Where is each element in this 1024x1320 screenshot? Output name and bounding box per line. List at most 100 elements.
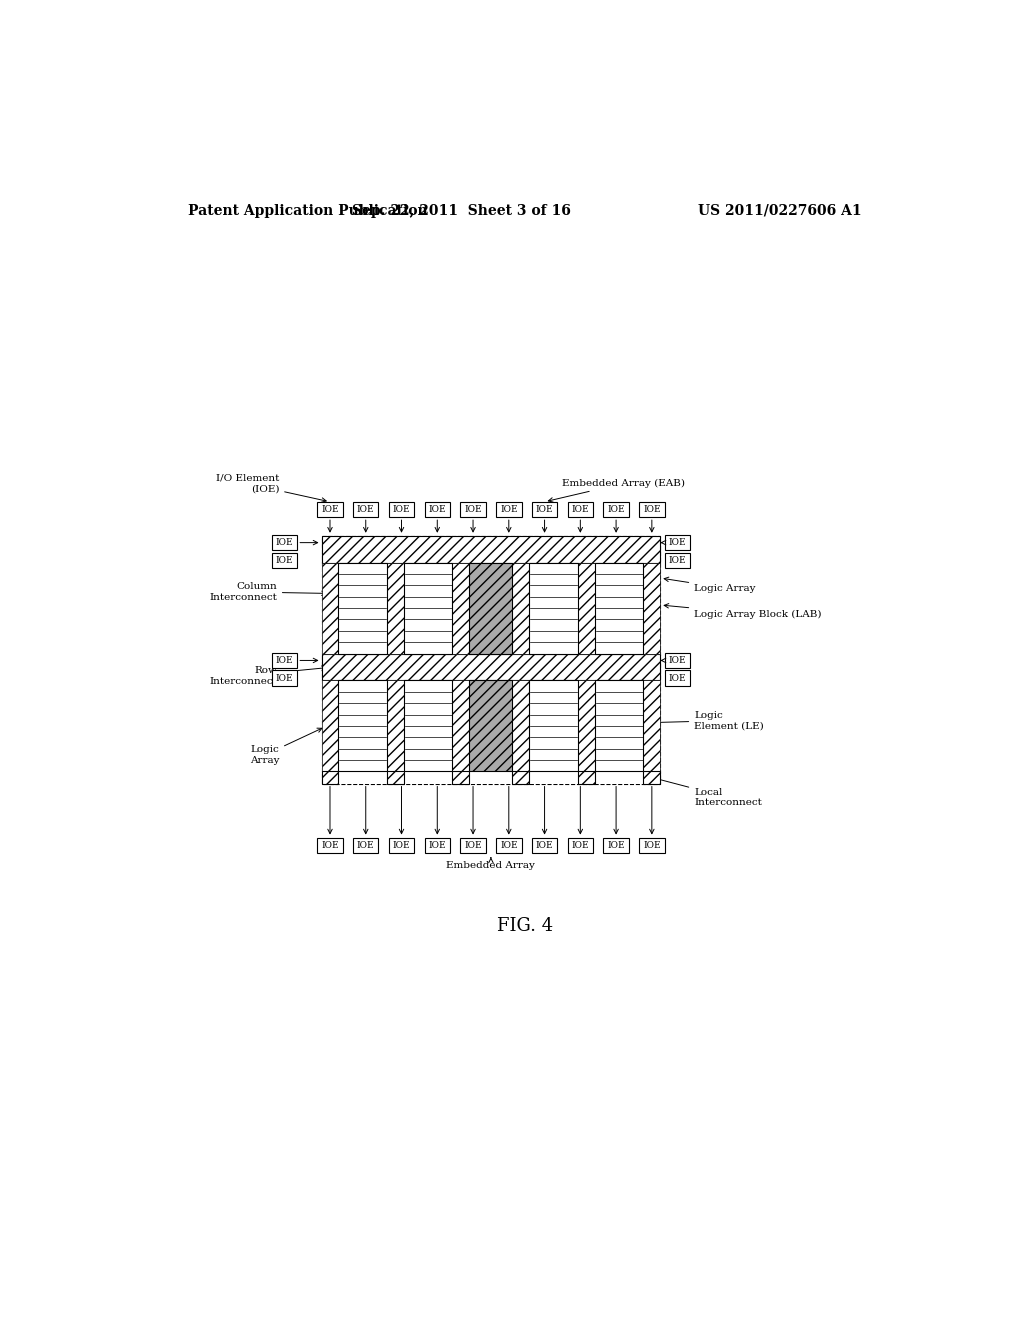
Bar [531, 837, 557, 853]
Bar [339, 562, 387, 653]
Text: IOE: IOE [571, 506, 589, 513]
Bar [461, 837, 485, 853]
Text: IOE: IOE [536, 841, 553, 850]
Text: Logic Array Block (LAB): Logic Array Block (LAB) [665, 603, 821, 619]
Bar [665, 653, 690, 668]
Bar [665, 671, 690, 686]
Text: Logic Array: Logic Array [665, 577, 756, 593]
Text: IOE: IOE [500, 506, 517, 513]
Bar [643, 681, 660, 771]
Text: IOE: IOE [275, 673, 293, 682]
Text: Local
Interconnect: Local Interconnect [655, 777, 762, 808]
Text: IOE: IOE [669, 556, 686, 565]
Bar [322, 536, 660, 784]
Bar [578, 771, 595, 784]
Bar [317, 837, 343, 853]
Text: IOE: IOE [392, 506, 411, 513]
Text: IOE: IOE [464, 841, 482, 850]
Bar [339, 681, 387, 771]
Bar [322, 562, 660, 653]
Bar [512, 681, 529, 771]
Text: IOE: IOE [669, 539, 686, 546]
Text: Embedded Array: Embedded Array [446, 861, 536, 870]
Bar [322, 771, 660, 784]
Bar [603, 502, 629, 517]
Bar [389, 837, 415, 853]
Bar [271, 535, 297, 550]
Bar [317, 502, 343, 517]
Text: IOE: IOE [464, 506, 482, 513]
Text: I/O Element
(IOE): I/O Element (IOE) [216, 474, 327, 502]
Bar [639, 502, 665, 517]
Text: US 2011/0227606 A1: US 2011/0227606 A1 [698, 203, 862, 218]
Bar [425, 837, 450, 853]
Text: Sep. 22, 2011  Sheet 3 of 16: Sep. 22, 2011 Sheet 3 of 16 [352, 203, 571, 218]
Bar [595, 562, 643, 653]
Bar [403, 681, 453, 771]
Bar [469, 681, 512, 771]
Text: IOE: IOE [571, 841, 589, 850]
Text: IOE: IOE [643, 841, 660, 850]
Bar [271, 671, 297, 686]
Bar [512, 771, 529, 784]
Bar [469, 562, 512, 653]
Bar [665, 553, 690, 568]
Bar [567, 502, 593, 517]
Text: IOE: IOE [322, 841, 339, 850]
Bar [496, 502, 521, 517]
Text: IOE: IOE [607, 841, 625, 850]
Text: Logic
Element (LE): Logic Element (LE) [647, 710, 764, 730]
Text: IOE: IOE [428, 841, 446, 850]
Bar [403, 562, 453, 653]
Bar [643, 771, 660, 784]
Bar [271, 553, 297, 568]
Bar [322, 681, 660, 771]
Bar [639, 837, 665, 853]
Bar [512, 562, 529, 653]
Text: Column
Interconnect: Column Interconnect [209, 582, 326, 602]
Text: IOE: IOE [428, 506, 446, 513]
Bar [603, 837, 629, 853]
Bar [496, 837, 521, 853]
Bar [322, 681, 339, 771]
Bar [322, 771, 339, 784]
Text: IOE: IOE [275, 556, 293, 565]
Text: IOE: IOE [500, 841, 517, 850]
Bar [271, 653, 297, 668]
Bar [387, 771, 403, 784]
Bar [665, 535, 690, 550]
Bar [387, 562, 403, 653]
Bar [643, 771, 660, 784]
Bar [578, 681, 595, 771]
Bar [322, 536, 660, 562]
Text: IOE: IOE [392, 841, 411, 850]
Text: IOE: IOE [669, 656, 686, 665]
Bar [453, 562, 469, 653]
Text: IOE: IOE [607, 506, 625, 513]
Bar [353, 502, 379, 517]
Bar [578, 562, 595, 653]
Text: Patent Application Publication: Patent Application Publication [188, 203, 428, 218]
Bar [453, 681, 469, 771]
Bar [322, 653, 660, 681]
Text: Logic
Array: Logic Array [250, 729, 322, 764]
Bar [322, 562, 339, 653]
Bar [567, 837, 593, 853]
Bar [461, 502, 485, 517]
Text: IOE: IOE [536, 506, 553, 513]
Text: Row
Interconnect: Row Interconnect [209, 667, 327, 685]
Text: IOE: IOE [643, 506, 660, 513]
Bar [595, 681, 643, 771]
Text: FIG. 4: FIG. 4 [497, 917, 553, 935]
Bar [643, 562, 660, 653]
Bar [512, 771, 529, 784]
Bar [425, 502, 450, 517]
Bar [578, 771, 595, 784]
Bar [322, 771, 339, 784]
Bar [353, 837, 379, 853]
Bar [389, 502, 415, 517]
Text: IOE: IOE [357, 841, 375, 850]
Text: IOE: IOE [275, 539, 293, 546]
Bar [387, 681, 403, 771]
Bar [387, 771, 403, 784]
